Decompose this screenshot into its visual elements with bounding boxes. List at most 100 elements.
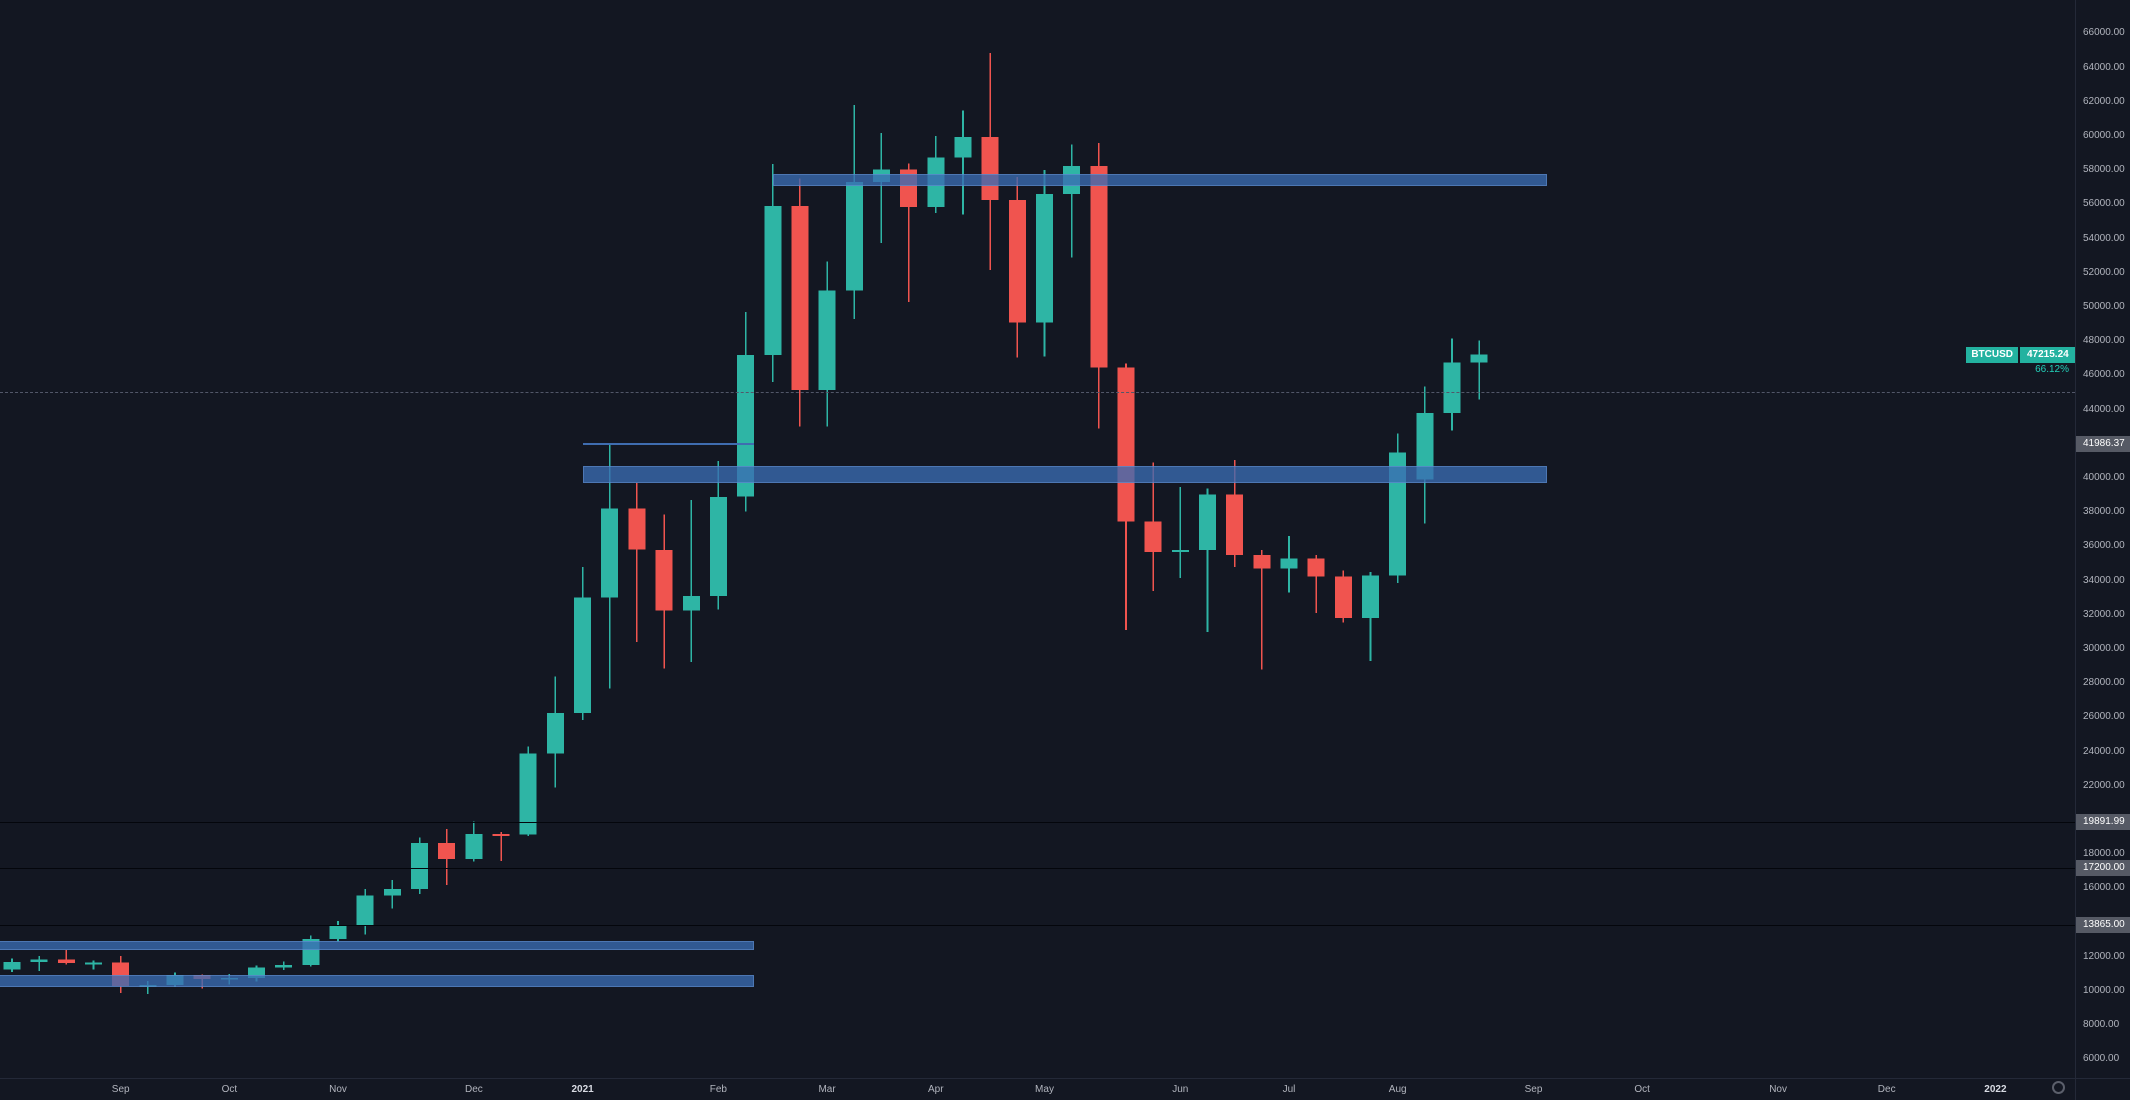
candle-wick (1261, 550, 1263, 670)
candle-body (1280, 558, 1298, 569)
price-tick-label: 64000.00 (2083, 61, 2125, 73)
supply-demand-zone[interactable] (772, 173, 1548, 186)
supply-demand-zone[interactable] (0, 975, 754, 988)
time-axis-label: Nov (329, 1084, 347, 1095)
price-tick-label: 52000.00 (2083, 266, 2125, 278)
time-axis-label: Apr (928, 1084, 944, 1095)
price-tick-label: 22000.00 (2083, 779, 2125, 791)
price-tick-label: 12000.00 (2083, 950, 2125, 962)
candle-wick (907, 163, 910, 302)
candle-body (764, 206, 782, 355)
price-tick-label: 66000.00 (2083, 27, 2125, 39)
price-tick-label: 36000.00 (2083, 540, 2125, 552)
candle-body (1090, 165, 1108, 368)
horizontal-line[interactable] (582, 443, 754, 445)
price-level-badge: 19891.99 (2076, 813, 2130, 830)
supply-demand-zone[interactable] (582, 466, 1548, 484)
chart-pane[interactable]: BTCUSD 47215.24 66.12% (0, 0, 2075, 1078)
candle-body (1334, 576, 1352, 619)
change-percent-label: 66.12% (2035, 363, 2069, 375)
price-level-badge: 41986.37 (2076, 436, 2130, 452)
candle-wick (92, 960, 95, 970)
price-tick-label: 60000.00 (2083, 129, 2125, 141)
price-tick-label: 38000.00 (2083, 506, 2125, 518)
candle-body (411, 843, 429, 890)
candle-body (954, 136, 972, 158)
time-axis-label: Jul (1282, 1084, 1296, 1095)
candle-wick (38, 955, 40, 972)
price-tick-label: 34000.00 (2083, 574, 2125, 586)
candle-body (1008, 200, 1026, 323)
horizontal-line[interactable] (0, 867, 2075, 869)
clock-icon[interactable] (2052, 1081, 2065, 1094)
candle-body (1226, 494, 1244, 556)
candle-body (655, 549, 673, 611)
price-axis[interactable]: 66000.00 64000.00 62000.00 60000.00 58000.00… (2075, 0, 2130, 1078)
candle-wick (1315, 554, 1317, 613)
time-axis-label: Aug (1388, 1084, 1407, 1095)
candle-wick (500, 831, 502, 861)
supply-demand-zone[interactable] (0, 941, 754, 951)
candlestick-series (3, 53, 1488, 994)
candle-body (737, 354, 755, 497)
candle-body (3, 962, 21, 970)
candle-body (981, 136, 999, 201)
price-tick-label: 46000.00 (2083, 369, 2125, 381)
candle-body (1307, 558, 1325, 577)
price-tick-label: 16000.00 (2083, 882, 2125, 894)
time-axis-label: Feb (709, 1084, 727, 1095)
candle-body (85, 962, 102, 965)
candle-wick (1206, 488, 1209, 632)
candle-wick (962, 110, 964, 215)
candle-body (57, 959, 75, 963)
price-tick-label: 24000.00 (2083, 745, 2125, 757)
candle-body (818, 290, 836, 390)
price-tick-label: 28000.00 (2083, 677, 2125, 689)
price-tick-label: 58000.00 (2083, 164, 2125, 176)
candle-body (546, 713, 564, 754)
candle-body (628, 508, 646, 550)
candle-body (1416, 413, 1434, 480)
price-tick-label: 62000.00 (2083, 95, 2125, 107)
candle-wick (147, 981, 149, 994)
price-tick-label: 10000.00 (2083, 984, 2125, 996)
candle-body (465, 834, 483, 860)
candle-wick (880, 132, 883, 243)
price-tick-label: 6000.00 (2083, 1053, 2120, 1065)
symbol-name-badge: BTCUSD (1966, 346, 2018, 363)
time-axis-label: Sep (1524, 1084, 1543, 1095)
candle-body (1362, 575, 1379, 619)
time-axis-label: Jun (1172, 1084, 1189, 1095)
candle-body (682, 595, 700, 611)
candle-wick (1478, 340, 1480, 400)
candle-body (574, 597, 592, 713)
candle-body (356, 895, 374, 926)
candle-body (1144, 521, 1162, 553)
candle-body (845, 182, 863, 291)
candle-body (383, 889, 401, 896)
candle-wick (1179, 486, 1182, 578)
candle-body (1443, 362, 1461, 413)
dashed-price-line (0, 392, 2075, 394)
candle-body (1389, 452, 1407, 576)
time-axis-label: Nov (1769, 1084, 1787, 1095)
price-tick-label: 26000.00 (2083, 711, 2125, 723)
candle-body (492, 834, 510, 836)
time-axis[interactable]: Sep Oct Nov Dec 2021 Feb Mar Apr May Jun Jul Aug Sep… (0, 1078, 2075, 1100)
price-level-badge: 17200.00 (2076, 859, 2130, 876)
candle-body (275, 965, 293, 968)
candle-wick (690, 500, 693, 662)
price-tick-label: 56000.00 (2083, 198, 2125, 210)
time-axis-label: Dec (1877, 1084, 1896, 1095)
price-tick-label: 44000.00 (2083, 403, 2125, 415)
horizontal-line[interactable] (0, 821, 2075, 823)
candle-body (519, 753, 537, 835)
axis-corner (2075, 1078, 2130, 1100)
candle-body (1470, 354, 1488, 363)
time-axis-label: Dec (464, 1084, 483, 1095)
candle-body (1253, 555, 1271, 569)
time-axis-label: May (1035, 1084, 1054, 1095)
price-tick-label: 30000.00 (2083, 642, 2125, 654)
price-tick-label: 18000.00 (2083, 848, 2125, 860)
horizontal-line[interactable] (0, 924, 2075, 926)
